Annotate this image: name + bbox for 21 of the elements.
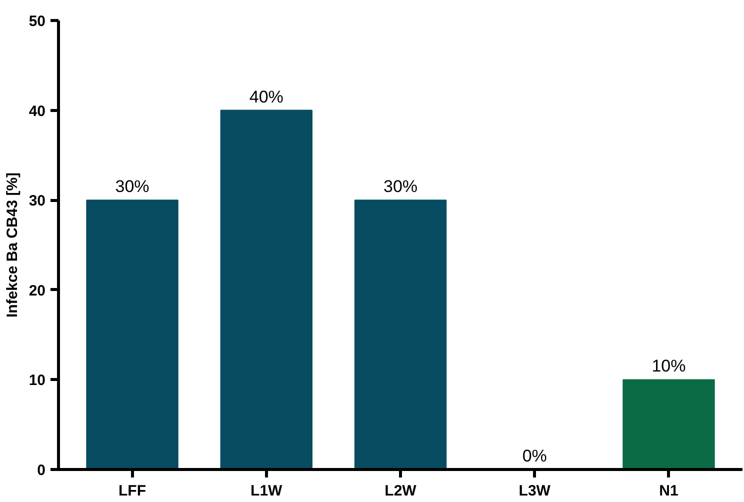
y-tick-label: 30 xyxy=(28,192,46,210)
y-tick-label: 50 xyxy=(28,13,46,30)
data-label: 0% xyxy=(522,446,547,466)
bar xyxy=(220,110,312,470)
data-label: 30% xyxy=(383,177,418,196)
data-label: 40% xyxy=(249,87,284,106)
y-axis-title: Infekce Ba CB43 [%] xyxy=(4,172,21,318)
x-tick-label: LFF xyxy=(118,482,146,500)
y-tick-label: 20 xyxy=(28,282,46,300)
x-tick-label: L2W xyxy=(384,482,418,500)
y-tick-label: 10 xyxy=(28,372,46,390)
bar xyxy=(354,200,447,470)
bar xyxy=(622,379,715,470)
data-label: 10% xyxy=(652,356,686,376)
x-tick-label: L1W xyxy=(250,482,284,500)
y-tick-label: 40 xyxy=(28,102,46,120)
x-tick-label: L3W xyxy=(518,482,552,500)
y-tick-label: 0 xyxy=(37,462,46,479)
data-label: 30% xyxy=(115,177,150,196)
bar xyxy=(86,200,178,470)
x-tick-label: N1 xyxy=(659,482,678,500)
